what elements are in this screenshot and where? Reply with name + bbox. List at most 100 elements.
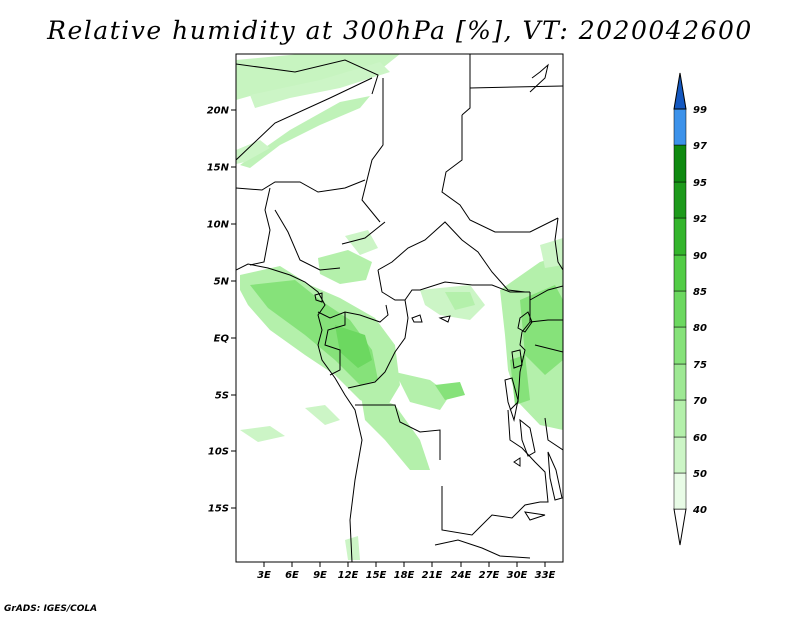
boundary-line: [324, 312, 346, 376]
colorbar-label: 92: [693, 214, 707, 225]
lon-label: 3E: [257, 570, 271, 581]
colorbar-label: 90: [693, 251, 707, 262]
humidity-patch: [345, 536, 360, 560]
lat-label: 10N: [207, 220, 230, 231]
lat-label: 15N: [207, 163, 230, 174]
colorbar-segment: [673, 399, 687, 438]
lat-label: 5N: [214, 277, 230, 288]
colorbar-label: 50: [693, 469, 707, 480]
lake-outline: [517, 311, 533, 333]
colorbar-label: 40: [692, 505, 707, 516]
lon-label: 12E: [338, 570, 359, 581]
humidity-patch: [250, 62, 390, 108]
humidity-patch: [305, 405, 340, 425]
lat-tick: 10S: [208, 447, 236, 458]
boundary-line: [236, 77, 373, 161]
lon-label: 24E: [451, 570, 472, 581]
boundary-line: [434, 539, 531, 559]
country-boundaries: [236, 54, 563, 562]
lon-label: 33E: [535, 570, 556, 581]
colorbar-legend: 40 50 60 70 75 80 85 90 92 95 97 99: [673, 72, 707, 546]
colorbar-low-triangle: [673, 508, 687, 546]
lat-tick: 5N: [214, 277, 236, 288]
humidity-patch: [335, 325, 372, 368]
lon-label: 9E: [313, 570, 327, 581]
lat-tick: 5S: [215, 391, 236, 402]
colorbar-segment: [673, 290, 687, 328]
colorbar-segment: [673, 326, 687, 365]
boundary-line: [529, 285, 563, 301]
lon-tick: 27E: [479, 562, 500, 581]
colorbar-segment: [673, 144, 687, 183]
coastline: [529, 63, 549, 93]
lon-tick: 18E: [394, 562, 415, 581]
lon-tick: 9E: [313, 562, 327, 581]
lat-label: EQ: [214, 334, 230, 345]
map-title: Relative humidity at 300hPa [%], VT: 202…: [47, 16, 753, 45]
colorbar-segment: [673, 217, 687, 256]
colorbar-segment: [673, 472, 687, 510]
boundary-line: [341, 221, 386, 245]
boundary-line: [507, 409, 549, 503]
lat-tick: 15S: [208, 504, 236, 515]
lon-tick: 3E: [257, 562, 271, 581]
colorbar-label: 75: [693, 360, 707, 371]
boundary-line: [274, 209, 341, 271]
lon-label: 27E: [479, 570, 500, 581]
boundary-line: [469, 85, 563, 89]
grads-credit: GrADS: IGES/COLA: [4, 604, 98, 614]
lat-label: 5S: [215, 391, 229, 402]
boundary-line: [529, 319, 563, 323]
colorbar-label: 95: [693, 178, 707, 189]
lake-outline: [411, 314, 423, 323]
humidity-patch: [395, 372, 450, 410]
lon-label: 6E: [285, 570, 299, 581]
lat-tick: 15N: [207, 163, 236, 174]
lon-label: 15E: [366, 570, 387, 581]
humidity-patch: [240, 96, 370, 168]
lake-outline: [511, 349, 523, 369]
lat-tick: 20N: [207, 106, 236, 117]
lat-label: 20N: [207, 106, 230, 117]
lon-label: 18E: [394, 570, 415, 581]
boundary-line: [236, 179, 366, 193]
colorbar-segment: [673, 108, 687, 146]
humidity-patch: [445, 292, 475, 310]
humidity-patch: [360, 390, 430, 470]
map-frame: [235, 53, 564, 563]
latitude-axis: 20N 15N 10N 5N EQ 5S 10S 15S: [207, 106, 236, 515]
boundary-line: [377, 269, 530, 301]
boundary-line: [249, 187, 271, 266]
lon-label: 30E: [507, 570, 528, 581]
humidity-patch: [540, 238, 563, 268]
colorbar-label: 99: [693, 105, 707, 116]
lat-label: 15S: [208, 504, 229, 515]
lat-tick: EQ: [214, 334, 236, 345]
boundary-line: [347, 299, 409, 389]
colorbar-label: 97: [693, 141, 707, 152]
lat-tick: 10N: [207, 220, 236, 231]
boundary-line: [441, 115, 559, 233]
lon-tick: 12E: [338, 562, 359, 581]
coastline: [236, 263, 363, 562]
colorbar-high-triangle: [673, 72, 687, 110]
humidity-patch: [435, 382, 465, 400]
boundary-line: [361, 78, 384, 223]
lake-outline: [513, 457, 521, 467]
lake-outline: [504, 377, 519, 422]
colorbar-segment: [673, 254, 687, 292]
lon-tick: 21E: [422, 562, 443, 581]
boundary-line: [377, 221, 526, 293]
lake-outline: [524, 511, 546, 521]
longitude-axis: 3E 6E 9E 12E 15E 18E 21E 24E 27E 30E 33E: [257, 562, 556, 581]
lake-outline: [438, 315, 451, 323]
boundary-line: [236, 59, 379, 95]
humidity-patch: [236, 54, 400, 100]
boundary-line: [544, 417, 563, 451]
lake-outline: [519, 418, 536, 457]
humidity-shading: [236, 54, 563, 560]
boundary-line: [461, 54, 471, 116]
lon-tick: 24E: [451, 562, 472, 581]
lon-label: 21E: [422, 570, 443, 581]
